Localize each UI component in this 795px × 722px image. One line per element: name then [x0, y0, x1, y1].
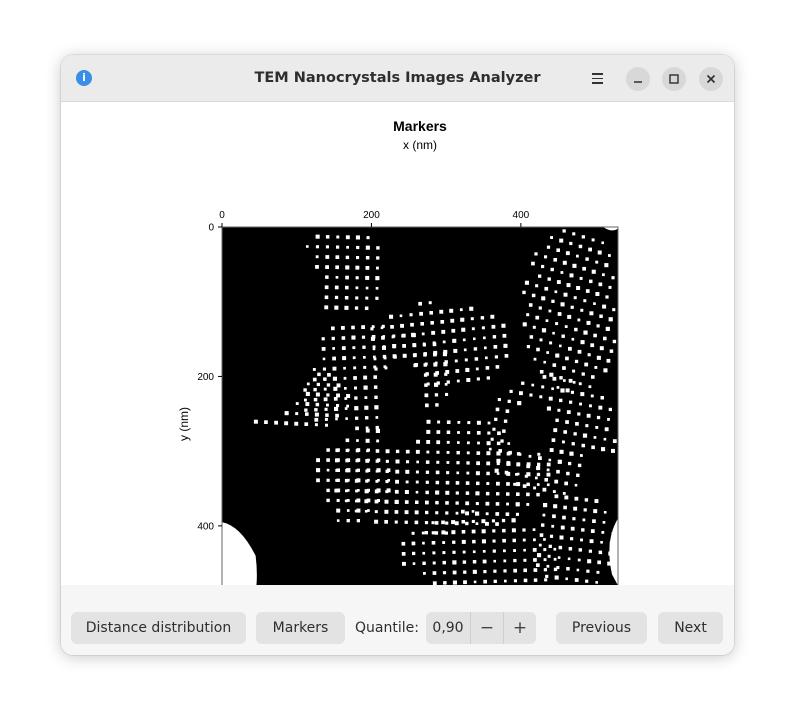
app-window: i TEM Nanocrystals Images Analyzer Marke…	[61, 55, 734, 655]
y-axis-label: y (nm)	[177, 407, 191, 441]
close-button[interactable]	[699, 67, 723, 91]
x-tick-label: 400	[513, 210, 530, 221]
minimize-button[interactable]	[626, 67, 650, 91]
menu-button[interactable]	[587, 67, 609, 89]
window-title: TEM Nanocrystals Images Analyzer	[254, 70, 541, 86]
quantile-value[interactable]: 0,90	[432, 620, 464, 636]
plot-area: Markers x (nm) y (nm) 0 200 400 0 200 400	[61, 102, 734, 585]
bottom-toolbar: Distance distribution Markers Quantile: …	[61, 585, 734, 655]
plot-frame	[221, 226, 619, 585]
markers-button[interactable]: Markers	[256, 612, 345, 644]
distance-distribution-button[interactable]: Distance distribution	[71, 612, 246, 644]
increment-button[interactable]: +	[512, 618, 528, 638]
maximize-button[interactable]	[662, 67, 686, 91]
x-axis-label: x (nm)	[403, 138, 437, 152]
quantile-label: Quantile:	[355, 620, 419, 636]
plot-title: Markers	[393, 118, 447, 134]
next-button[interactable]: Next	[658, 612, 723, 644]
y-tick-label: 200	[197, 372, 214, 383]
y-tick-label: 0	[208, 223, 214, 234]
maximize-icon	[669, 74, 679, 84]
decrement-button[interactable]: −	[479, 618, 495, 638]
info-icon[interactable]: i	[76, 70, 92, 86]
previous-button[interactable]: Previous	[556, 612, 647, 644]
x-tick-label: 200	[363, 210, 380, 221]
marker-image	[222, 227, 618, 585]
y-tick-label: 400	[197, 521, 214, 532]
quantile-spinbutton: 0,90 − +	[426, 612, 536, 644]
minimize-icon	[634, 81, 642, 83]
x-tick-label: 0	[219, 210, 225, 221]
title-bar: i TEM Nanocrystals Images Analyzer	[61, 55, 734, 102]
close-icon	[706, 74, 716, 84]
markers-plot: Markers x (nm) y (nm) 0 200 400 0 200 400	[177, 118, 619, 585]
